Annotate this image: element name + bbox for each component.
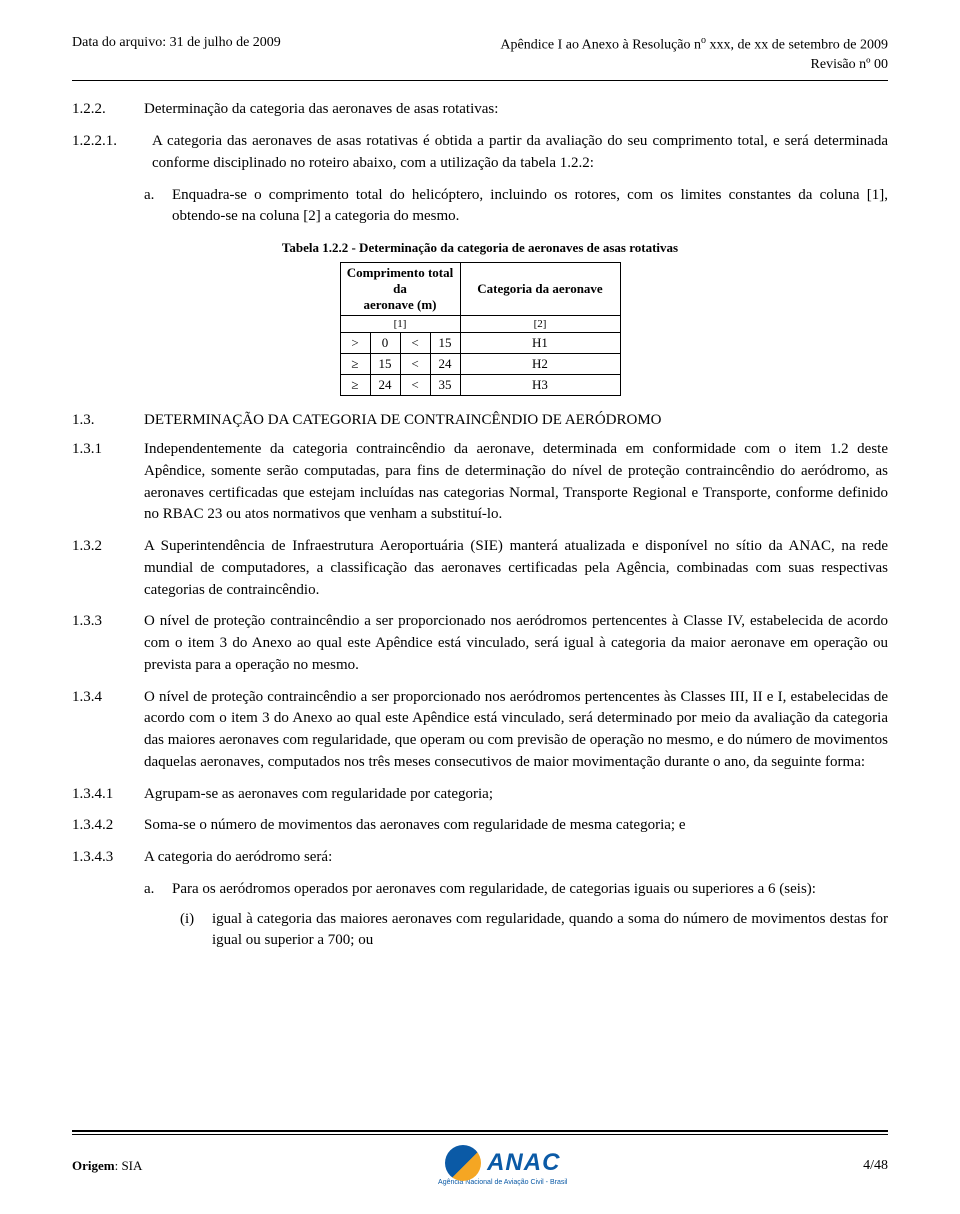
table-caption: Tabela 1.2.2 - Determinação da categoria… <box>72 240 888 256</box>
section-number: 1.3.4.1 <box>72 784 126 806</box>
table-col-note-1: [1] <box>340 316 460 333</box>
section-heading: DETERMINAÇÃO DA CATEGORIA DE CONTRAINCÊN… <box>144 412 888 429</box>
sub-item-letter: a. <box>144 185 162 229</box>
table-row: ≥ 15 < 24 H2 <box>340 354 620 375</box>
section-text: O nível de proteção contraincêndio a ser… <box>144 611 888 676</box>
category-table: Comprimento total da aeronave (m) Catego… <box>340 262 621 396</box>
section-text: A categoria do aeródromo será: <box>144 847 888 869</box>
section-number: 1.2.2.1. <box>72 131 134 175</box>
footer-origin: Origem: SIA <box>72 1158 142 1174</box>
sub-item-text: Para os aeródromos operados por aeronave… <box>172 879 888 901</box>
sub-item-letter: a. <box>144 879 162 901</box>
section-text: Independentemente da categoria contrainc… <box>144 439 888 526</box>
page-header: Data do arquivo: 31 de julho de 2009 Apê… <box>72 34 888 74</box>
header-right-prefix: Apêndice I ao Anexo à Resolução n <box>500 38 701 53</box>
cell-op1: ≥ <box>340 354 370 375</box>
footer-page-number: 4/48 <box>863 1158 888 1174</box>
section-1-3-4: 1.3.4 O nível de proteção contraincêndio… <box>72 687 888 774</box>
section-number: 1.3.4 <box>72 687 126 774</box>
cell-a: 15 <box>370 354 400 375</box>
sub-sub-item-i: (i) igual à categoria das maiores aerona… <box>180 909 888 953</box>
section-number: 1.2.2. <box>72 99 126 121</box>
cell-a: 0 <box>370 333 400 354</box>
header-right-line2: Revisão nº 00 <box>500 56 888 75</box>
section-1-2-2-1: 1.2.2.1. A categoria das aeronaves de as… <box>72 131 888 175</box>
cell-a: 24 <box>370 375 400 396</box>
section-1-3-1: 1.3.1 Independentemente da categoria con… <box>72 439 888 526</box>
header-left: Data do arquivo: 31 de julho de 2009 <box>72 34 281 74</box>
section-number: 1.3.4.3 <box>72 847 126 869</box>
table-row: > 0 < 15 H1 <box>340 333 620 354</box>
header-rule <box>72 80 888 81</box>
section-1-3-3: 1.3.3 O nível de proteção contraincêndio… <box>72 611 888 676</box>
section-1-2-2: 1.2.2. Determinação da categoria das aer… <box>72 99 888 121</box>
cell-op1: > <box>340 333 370 354</box>
section-number: 1.3.1 <box>72 439 126 526</box>
cell-b: 24 <box>430 354 460 375</box>
footer-rule-thin <box>72 1134 888 1135</box>
cell-cat: H1 <box>460 333 620 354</box>
section-1-3: 1.3. DETERMINAÇÃO DA CATEGORIA DE CONTRA… <box>72 412 888 429</box>
footer-rule-thick <box>72 1130 888 1132</box>
cell-cat: H3 <box>460 375 620 396</box>
header-right: Apêndice I ao Anexo à Resolução no xxx, … <box>500 34 888 74</box>
footer-logo: ANAC Agência Nacional de Aviação Civil -… <box>438 1145 567 1186</box>
anac-logo-text: ANAC <box>487 1149 560 1177</box>
table-row: ≥ 24 < 35 H3 <box>340 375 620 396</box>
section-1-3-2: 1.3.2 A Superintendência de Infraestrutu… <box>72 536 888 601</box>
section-number: 1.3.4.2 <box>72 815 126 837</box>
section-text: O nível de proteção contraincêndio a ser… <box>144 687 888 774</box>
sub-sub-text: igual à categoria das maiores aeronaves … <box>212 909 888 953</box>
table-col-note-2: [2] <box>460 316 620 333</box>
sub-item-1-3-4-3-a: a. Para os aeródromos operados por aeron… <box>144 879 888 901</box>
cell-cat: H2 <box>460 354 620 375</box>
cell-b: 35 <box>430 375 460 396</box>
header-right-suffix: xxx, de xx de setembro de 2009 <box>706 38 888 53</box>
cell-op2: < <box>400 354 430 375</box>
anac-globe-icon <box>445 1145 481 1181</box>
section-text: Agrupam-se as aeronaves com regularidade… <box>144 784 888 806</box>
sub-sub-roman: (i) <box>180 909 202 953</box>
section-1-3-4-1: 1.3.4.1 Agrupam-se as aeronaves com regu… <box>72 784 888 806</box>
section-text: Determinação da categoria das aeronaves … <box>144 99 888 121</box>
section-1-3-4-2: 1.3.4.2 Soma-se o número de movimentos d… <box>72 815 888 837</box>
table-head-col1: Comprimento total da aeronave (m) <box>340 263 460 316</box>
section-number: 1.3. <box>72 412 126 429</box>
page-footer: Origem: SIA ANAC Agência Nacional de Avi… <box>72 1130 888 1186</box>
sub-item-text: Enquadra-se o comprimento total do helic… <box>172 185 888 229</box>
cell-b: 15 <box>430 333 460 354</box>
cell-op2: < <box>400 333 430 354</box>
section-number: 1.3.2 <box>72 536 126 601</box>
cell-op1: ≥ <box>340 375 370 396</box>
section-text: A Superintendência de Infraestrutura Aer… <box>144 536 888 601</box>
section-number: 1.3.3 <box>72 611 126 676</box>
section-1-3-4-3: 1.3.4.3 A categoria do aeródromo será: <box>72 847 888 869</box>
section-text: Soma-se o número de movimentos das aeron… <box>144 815 888 837</box>
sub-item-a: a. Enquadra-se o comprimento total do he… <box>144 185 888 229</box>
table-head-col2: Categoria da aeronave <box>460 263 620 316</box>
section-text: A categoria das aeronaves de asas rotati… <box>152 131 888 175</box>
cell-op2: < <box>400 375 430 396</box>
